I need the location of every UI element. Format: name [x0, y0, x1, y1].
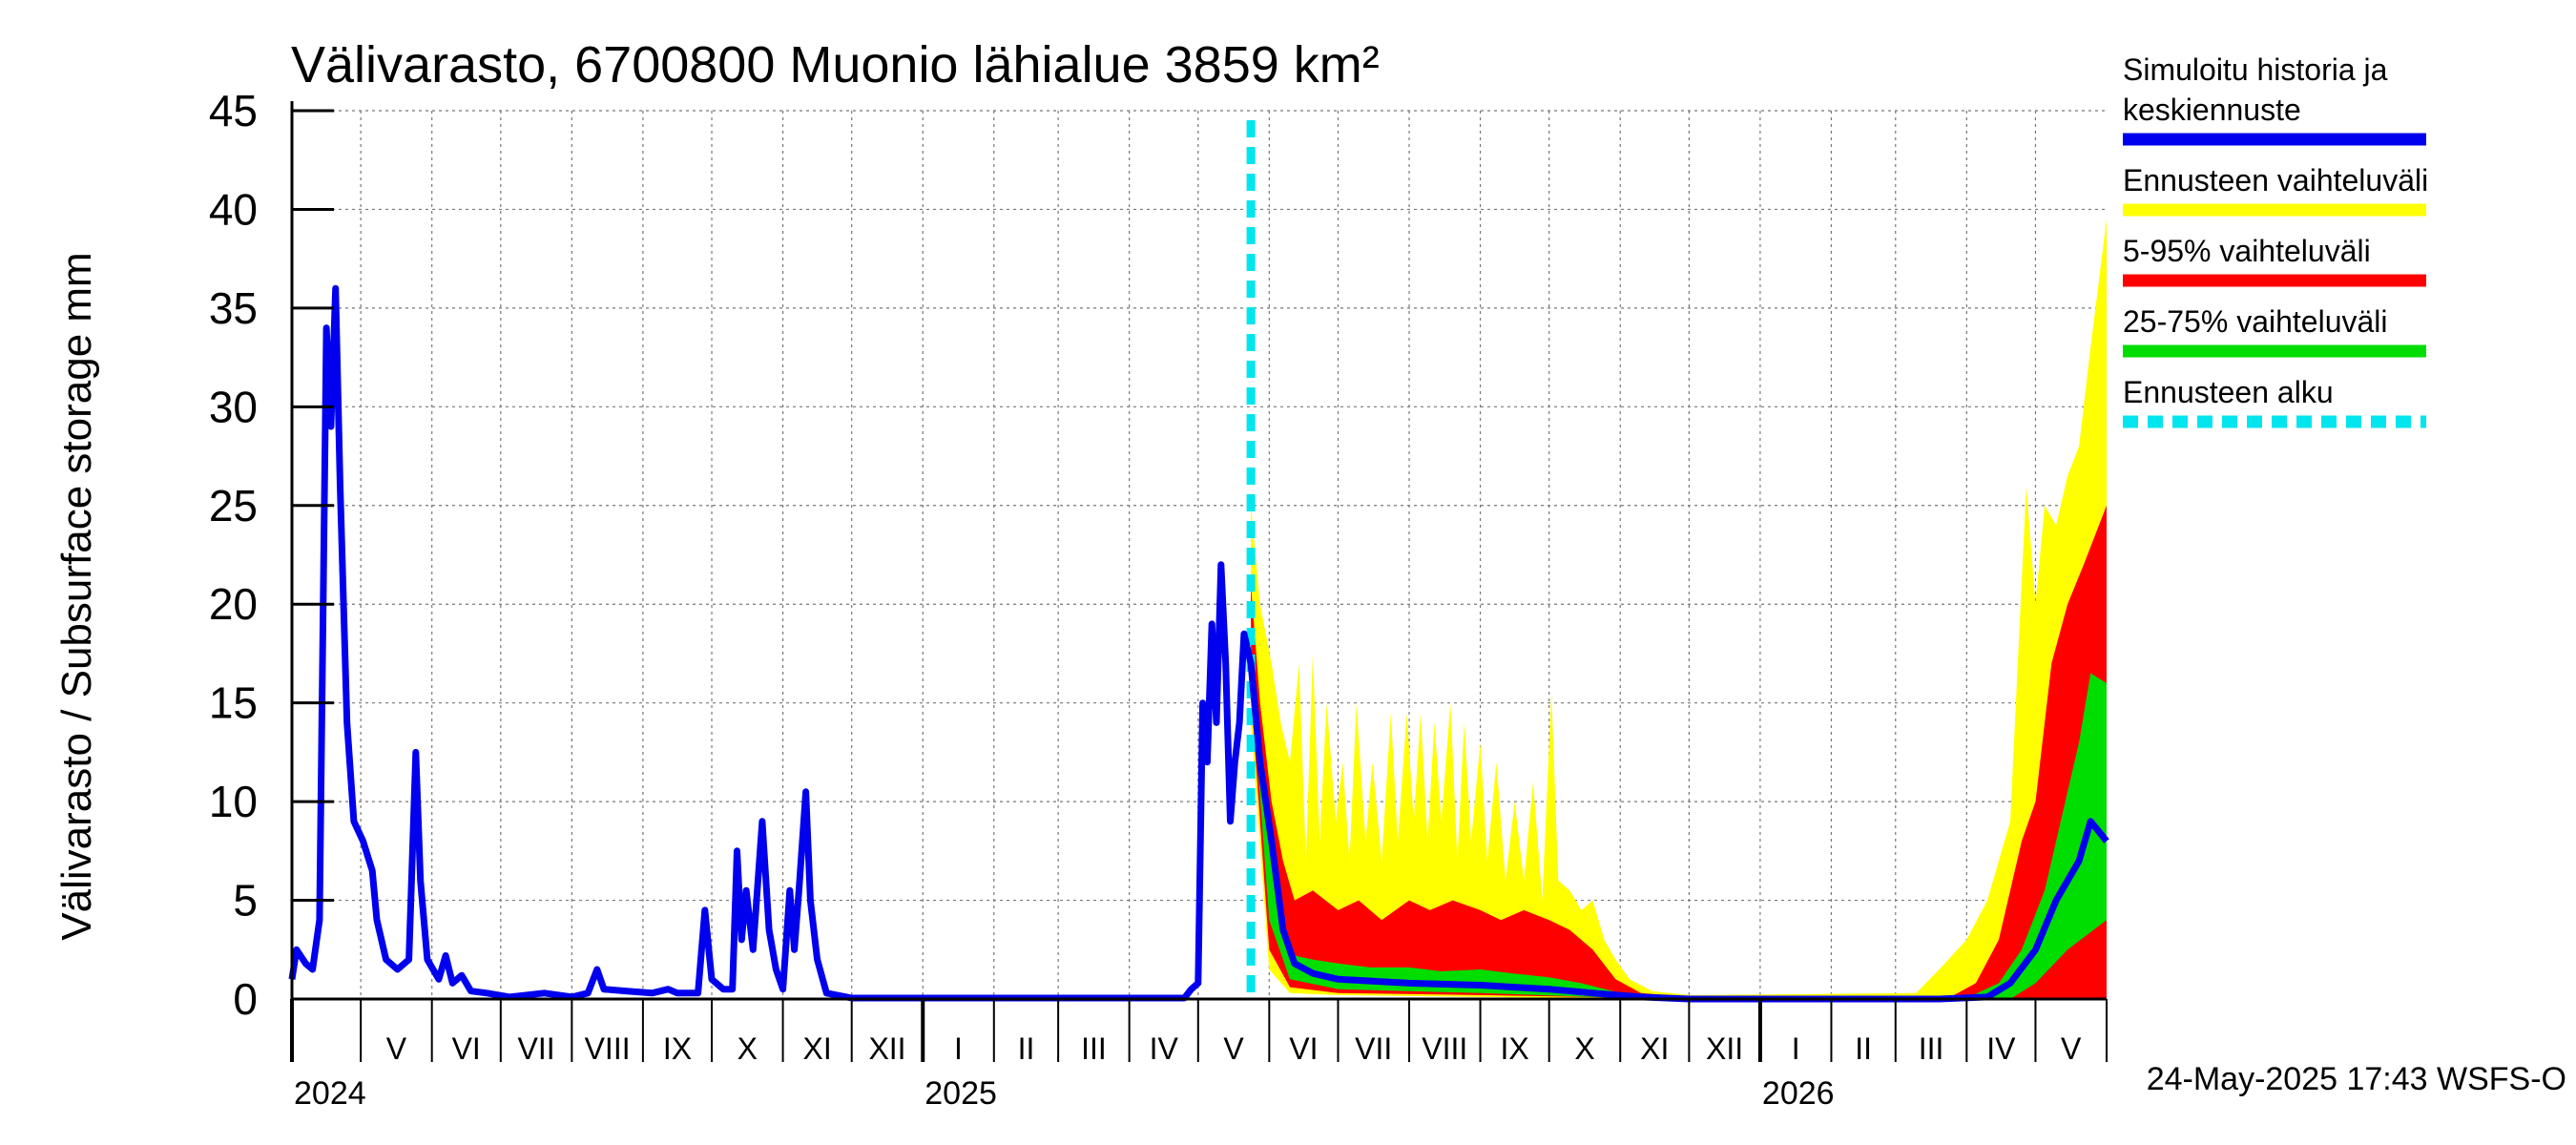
month-label: I	[954, 1031, 963, 1066]
month-label: VII	[1355, 1031, 1392, 1066]
month-label: VII	[518, 1031, 555, 1066]
month-label: IV	[1986, 1031, 2016, 1066]
y-axis-label: Välivarasto / Subsurface storage mm	[53, 252, 100, 940]
grid	[292, 110, 2107, 999]
month-label: III	[1919, 1031, 1944, 1066]
y-tick-label: 35	[209, 283, 258, 333]
legend-label: Ennusteen vaihteluväli	[2123, 163, 2428, 198]
band-ennusteen-vaihteluv-li	[1251, 219, 2107, 1000]
y-tick-label: 10	[209, 777, 258, 826]
y-tick-label: 0	[233, 974, 258, 1024]
month-label: XII	[868, 1031, 905, 1066]
band-5-95-vaihteluv-li	[1251, 505, 2107, 999]
month-label: XI	[802, 1031, 831, 1066]
month-label: IX	[663, 1031, 692, 1066]
plot-area	[288, 110, 2109, 1003]
month-label: X	[737, 1031, 758, 1066]
y-tick-label: 30	[209, 382, 258, 431]
month-label: III	[1081, 1031, 1107, 1066]
month-label: I	[1792, 1031, 1800, 1066]
y-tick-label: 25	[209, 481, 258, 531]
year-label: 2026	[1762, 1075, 1835, 1112]
legend-label: 5-95% vaihteluväli	[2123, 234, 2371, 268]
legend-label: keskiennuste	[2123, 93, 2301, 127]
month-label: V	[2061, 1031, 2082, 1066]
legend-label: 25-75% vaihteluväli	[2123, 304, 2388, 339]
series-line-simulated	[288, 284, 2109, 1003]
legend: Simuloitu historia ja keskiennuste Ennuste…	[2123, 52, 2428, 428]
month-label: VI	[1289, 1031, 1318, 1066]
y-tick-label: 40	[209, 184, 258, 234]
chart-title: Välivarasto, 6700800 Muonio lähialue 385…	[291, 36, 1380, 94]
month-label: IX	[1500, 1031, 1528, 1066]
timestamp-footer: 24-May-2025 17:43 WSFS-O	[2147, 1061, 2566, 1097]
legend-label: Ennusteen alku	[2123, 375, 2334, 409]
month-label: V	[1223, 1031, 1244, 1066]
month-label: II	[1855, 1031, 1872, 1066]
y-tick-label: 5	[233, 876, 258, 926]
month-label: VIII	[1422, 1031, 1467, 1066]
year-label: 2024	[294, 1075, 366, 1112]
month-label: XII	[1706, 1031, 1743, 1066]
month-label: XI	[1640, 1031, 1669, 1066]
month-label: VI	[452, 1031, 481, 1066]
year-label: 2025	[924, 1075, 997, 1112]
month-label: V	[386, 1031, 407, 1066]
month-label: VIII	[585, 1031, 631, 1066]
y-tick-label: 45	[209, 86, 258, 135]
month-label: IV	[1150, 1031, 1179, 1066]
month-label: X	[1574, 1031, 1594, 1066]
legend-label: Simuloitu historia ja	[2123, 52, 2388, 87]
y-tick-label: 15	[209, 678, 258, 728]
y-tick-label: 20	[209, 579, 258, 629]
month-label: II	[1018, 1031, 1035, 1066]
